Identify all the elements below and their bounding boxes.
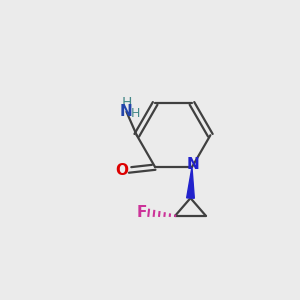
Polygon shape [187,167,194,198]
Text: N: N [120,104,133,119]
Text: O: O [116,163,129,178]
Text: N: N [186,157,199,172]
Text: H: H [130,107,140,120]
Text: F: F [136,205,146,220]
Text: H: H [121,96,132,110]
